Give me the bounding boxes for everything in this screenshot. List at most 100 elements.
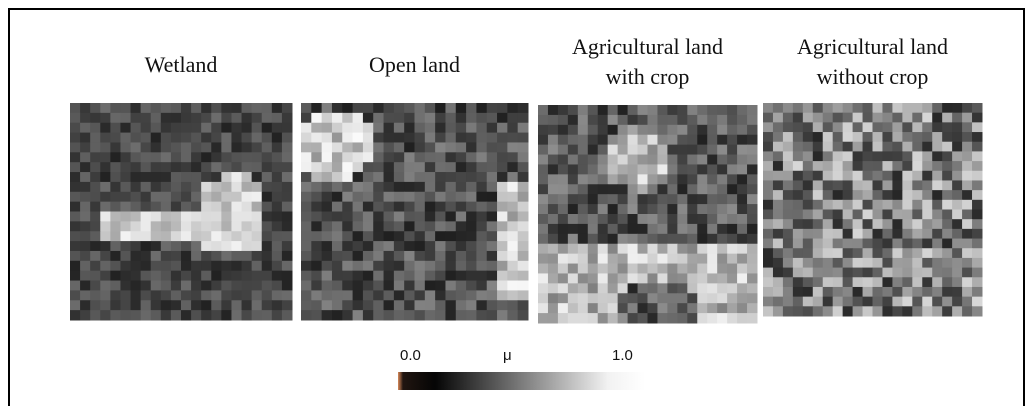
image-pixel (322, 281, 333, 291)
image-pixel (311, 192, 322, 202)
image-pixel (823, 142, 833, 152)
image-pixel (628, 254, 638, 264)
image-pixel (384, 212, 395, 222)
image-pixel (332, 300, 343, 310)
image-pixel (120, 241, 131, 251)
image-pixel (476, 182, 487, 192)
image-pixel (262, 192, 273, 202)
image-pixel (747, 105, 757, 115)
image-pixel (311, 231, 322, 241)
image-pixel (445, 142, 456, 152)
image-pixel (813, 287, 823, 297)
image-pixel (415, 290, 426, 300)
image-pixel (793, 171, 803, 181)
image-pixel (161, 202, 172, 212)
image-pixel (932, 142, 942, 152)
image-pixel (404, 310, 415, 320)
image-pixel (598, 303, 608, 313)
image-pixel (578, 155, 588, 165)
image-pixel (70, 152, 81, 162)
image-pixel (497, 192, 508, 202)
image-pixel (568, 303, 578, 313)
image-pixel (201, 261, 212, 271)
image-pixel (262, 113, 273, 123)
image-pixel (697, 273, 707, 283)
image-pixel (737, 174, 747, 184)
image-pixel (252, 123, 263, 133)
image-pixel (181, 212, 192, 222)
image-pixel (282, 133, 293, 143)
image-pixel (90, 212, 101, 222)
image-pixel (892, 132, 902, 142)
image-pixel (322, 162, 333, 172)
image-pixel (272, 231, 283, 241)
image-pixel (231, 202, 242, 212)
image-pixel (568, 115, 578, 125)
image-pixel (932, 122, 942, 132)
image-pixel (435, 172, 446, 182)
image-pixel (863, 113, 873, 123)
image-pixel (727, 224, 737, 234)
image-pixel (282, 261, 293, 271)
image-pixel (813, 219, 823, 229)
image-pixel (242, 251, 253, 261)
image-pixel (191, 113, 202, 123)
image-pixel (394, 103, 405, 113)
image-pixel (628, 204, 638, 214)
image-pixel (231, 113, 242, 123)
image-pixel (962, 161, 972, 171)
image-pixel (221, 113, 232, 123)
image-pixel (456, 152, 467, 162)
image-pixel (272, 290, 283, 300)
image-pixel (211, 202, 222, 212)
image-pixel (707, 115, 717, 125)
image-pixel (962, 248, 972, 258)
image-pixel (882, 161, 892, 171)
image-pixel (120, 152, 131, 162)
image-pixel (282, 142, 293, 152)
image-pixel (972, 113, 982, 123)
image-pixel (394, 310, 405, 320)
image-pixel (677, 273, 687, 283)
image-pixel (773, 142, 783, 152)
image-pixel (737, 204, 747, 214)
image-pixel (558, 155, 568, 165)
image-pixel (373, 241, 384, 251)
image-pixel (262, 202, 273, 212)
image-pixel (70, 290, 81, 300)
image-pixel (942, 210, 952, 220)
image-pixel (558, 254, 568, 264)
image-pixel (548, 125, 558, 135)
image-pixel (783, 180, 793, 190)
image-pixel (618, 174, 628, 184)
image-pixel (763, 200, 773, 210)
image-pixel (902, 113, 912, 123)
image-pixel (353, 172, 364, 182)
image-pixel (332, 281, 343, 291)
image-pixel (863, 219, 873, 229)
image-pixel (667, 283, 677, 293)
image-pixel (211, 241, 222, 251)
image-pixel (843, 219, 853, 229)
image-pixel (80, 162, 91, 172)
image-pixel (667, 164, 677, 174)
image-pixel (882, 287, 892, 297)
image-pixel (211, 231, 222, 241)
image-pixel (763, 268, 773, 278)
image-pixel (648, 115, 658, 125)
image-pixel (476, 212, 487, 222)
image-pixel (813, 297, 823, 307)
image-pixel (363, 300, 374, 310)
image-pixel (932, 268, 942, 278)
image-pixel (813, 161, 823, 171)
image-pixel (131, 251, 142, 261)
image-pixel (558, 264, 568, 274)
image-pixel (588, 204, 598, 214)
image-pixel (588, 145, 598, 155)
image-pixel (507, 281, 518, 291)
image-pixel (322, 231, 333, 241)
image-pixel (873, 297, 883, 307)
image-pixel (90, 142, 101, 152)
image-pixel (902, 151, 912, 161)
image-pixel (262, 271, 273, 281)
